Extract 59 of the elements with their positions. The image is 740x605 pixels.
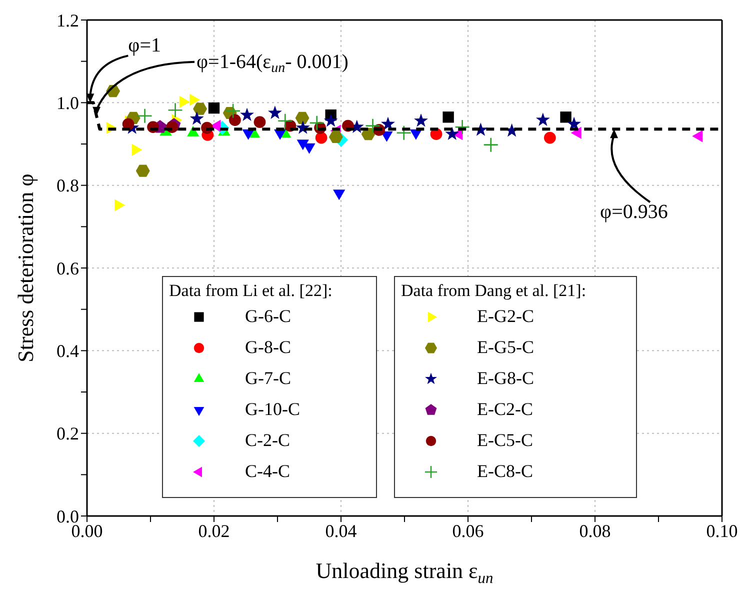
legend-label: G-10-C [245,399,300,420]
point [328,130,343,144]
point [445,126,460,140]
legend-label: G-8-C [245,337,291,358]
annotation: φ=1 [128,34,162,57]
legend-label: E-C2-C [477,399,533,420]
y-tick-label: 0.4 [56,341,79,362]
point [277,113,293,129]
annotation: φ=1-64(ε$_{un}$- 0.001) [196,50,348,76]
legend-label: E-C8-C [477,461,533,482]
point [536,112,550,126]
x-tick-label: 0.08 [579,520,611,541]
legend-label: E-G8-C [477,368,534,389]
y-tick-label: 0.6 [56,258,79,278]
point [208,102,220,114]
annotation: φ=0.936 [600,201,668,224]
point [560,112,572,123]
point [442,112,454,123]
point [365,118,380,134]
point [315,132,328,144]
legend-label: C-4-C [245,461,290,482]
y-tick-label: 0.8 [56,176,79,196]
point [396,125,412,140]
point [692,130,703,142]
legend-label: G-6-C [245,306,291,327]
point [254,116,266,128]
x-tick-label: 0.10 [706,520,738,541]
legend-label: E-G2-C [477,306,534,327]
y-tick-label: 0.0 [56,506,79,526]
point [193,102,208,115]
legend-label: E-G5-C [477,337,534,358]
point [190,111,204,125]
point [137,108,152,124]
point [225,103,241,119]
annotation: Data from Dang et al. [21]: [401,281,588,301]
x-tick-label: 0.06 [452,520,484,541]
point [268,106,282,119]
point [454,119,470,135]
y-tick-label: 1.0 [56,93,79,114]
point [229,114,241,126]
legend-label: E-C5-C [477,430,533,451]
point [309,115,325,131]
point [295,112,310,124]
y-tick-label: 0.2 [56,424,79,444]
point [483,137,499,152]
point [136,164,150,177]
y-axis-title: Stress deterioration φ [13,174,38,362]
x-tick-label: 0.02 [198,520,230,541]
y-tick-label: 1.2 [56,10,79,30]
annotation: Data from Li et al. [22]: [169,281,334,301]
legend-label: G-7-C [245,368,291,389]
x-tick-label: 0.04 [325,520,357,541]
point [544,132,556,144]
point [240,108,254,122]
point [414,114,428,127]
point [168,102,183,118]
x-axis-title: Unloading strain ε$_{un}$ [316,558,494,586]
point [324,114,338,127]
legend-label: C-2-C [245,430,290,451]
